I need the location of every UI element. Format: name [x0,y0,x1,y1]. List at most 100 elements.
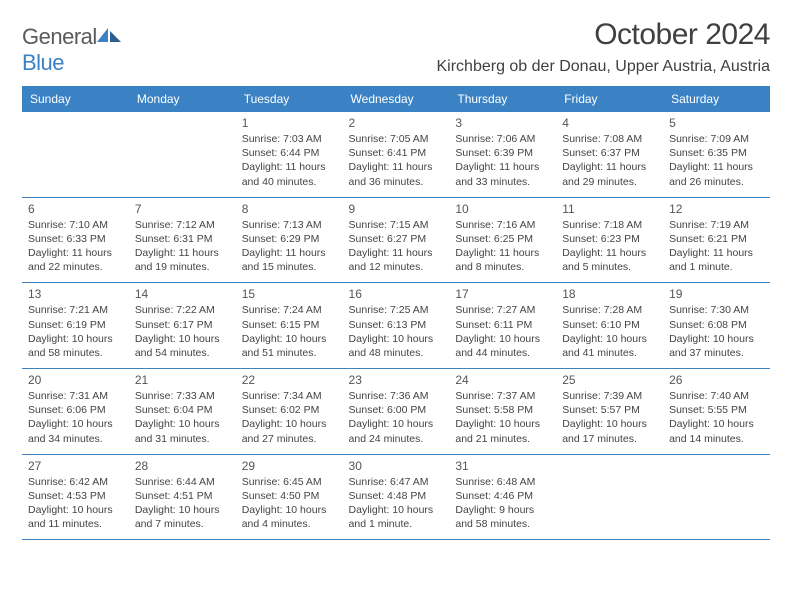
day-number: 6 [28,202,123,216]
day-info: Sunrise: 7:15 AMSunset: 6:27 PMDaylight:… [349,218,444,275]
day-cell: 13 Sunrise: 7:21 AMSunset: 6:19 PMDayligh… [22,283,129,369]
day-cell [556,454,663,540]
logo-word-2: Blue [22,50,64,75]
day-number: 19 [669,287,764,301]
day-number: 25 [562,373,657,387]
day-cell: 4 Sunrise: 7:08 AMSunset: 6:37 PMDaylight… [556,112,663,197]
day-number: 20 [28,373,123,387]
day-info: Sunrise: 7:25 AMSunset: 6:13 PMDaylight:… [349,303,444,360]
day-cell: 28 Sunrise: 6:44 AMSunset: 4:51 PMDayligh… [129,454,236,540]
day-number: 10 [455,202,550,216]
day-number: 27 [28,459,123,473]
day-cell: 16 Sunrise: 7:25 AMSunset: 6:13 PMDayligh… [343,283,450,369]
day-number: 8 [242,202,337,216]
day-info: Sunrise: 7:28 AMSunset: 6:10 PMDaylight:… [562,303,657,360]
day-info: Sunrise: 7:22 AMSunset: 6:17 PMDaylight:… [135,303,230,360]
day-info: Sunrise: 7:30 AMSunset: 6:08 PMDaylight:… [669,303,764,360]
title-block: October 2024 Kirchberg ob der Donau, Upp… [436,18,770,76]
day-info: Sunrise: 7:39 AMSunset: 5:57 PMDaylight:… [562,389,657,446]
day-info: Sunrise: 7:21 AMSunset: 6:19 PMDaylight:… [28,303,123,360]
day-cell [663,454,770,540]
day-info: Sunrise: 7:13 AMSunset: 6:29 PMDaylight:… [242,218,337,275]
week-row: 1Sunrise: 7:03 AMSunset: 6:44 PMDaylight… [22,112,770,197]
day-number: 28 [135,459,230,473]
day-cell: 25 Sunrise: 7:39 AMSunset: 5:57 PMDayligh… [556,369,663,455]
day-cell: 23 Sunrise: 7:36 AMSunset: 6:00 PMDayligh… [343,369,450,455]
day-cell: 8 Sunrise: 7:13 AMSunset: 6:29 PMDaylight… [236,197,343,283]
day-header: Tuesday [236,86,343,112]
day-info: Sunrise: 6:48 AMSunset: 4:46 PMDaylight:… [455,475,550,532]
day-number: 7 [135,202,230,216]
day-cell: 7 Sunrise: 7:12 AMSunset: 6:31 PMDaylight… [129,197,236,283]
day-number: 21 [135,373,230,387]
day-header: Sunday [22,86,129,112]
day-number: 29 [242,459,337,473]
day-cell: 24Sunrise: 7:37 AMSunset: 5:58 PMDayligh… [449,369,556,455]
day-number: 2 [349,116,444,130]
logo-text: GeneralBlue [22,24,123,76]
day-cell: 11Sunrise: 7:18 AMSunset: 6:23 PMDayligh… [556,197,663,283]
day-info: Sunrise: 7:10 AMSunset: 6:33 PMDaylight:… [28,218,123,275]
day-info: Sunrise: 6:42 AMSunset: 4:53 PMDaylight:… [28,475,123,532]
day-info: Sunrise: 7:36 AMSunset: 6:00 PMDaylight:… [349,389,444,446]
day-cell: 20 Sunrise: 7:31 AMSunset: 6:06 PMDayligh… [22,369,129,455]
week-row: 20 Sunrise: 7:31 AMSunset: 6:06 PMDayligh… [22,369,770,455]
day-cell: 21Sunrise: 7:33 AMSunset: 6:04 PMDayligh… [129,369,236,455]
day-cell: 19 Sunrise: 7:30 AMSunset: 6:08 PMDayligh… [663,283,770,369]
week-row: 27 Sunrise: 6:42 AMSunset: 4:53 PMDayligh… [22,454,770,540]
day-info: Sunrise: 6:47 AMSunset: 4:48 PMDaylight:… [349,475,444,532]
day-info: Sunrise: 7:08 AMSunset: 6:37 PMDaylight:… [562,132,657,189]
week-row: 13 Sunrise: 7:21 AMSunset: 6:19 PMDayligh… [22,283,770,369]
logo-sail-icon [97,24,123,49]
day-cell: 9 Sunrise: 7:15 AMSunset: 6:27 PMDaylight… [343,197,450,283]
day-number: 14 [135,287,230,301]
day-number: 17 [455,287,550,301]
logo-word-1: General [22,24,97,49]
day-info: Sunrise: 7:18 AMSunset: 6:23 PMDaylight:… [562,218,657,275]
day-number: 4 [562,116,657,130]
month-title: October 2024 [436,18,770,52]
day-info: Sunrise: 7:24 AMSunset: 6:15 PMDaylight:… [242,303,337,360]
day-cell: 3 Sunrise: 7:06 AMSunset: 6:39 PMDaylight… [449,112,556,197]
day-cell: 14 Sunrise: 7:22 AMSunset: 6:17 PMDayligh… [129,283,236,369]
day-number: 9 [349,202,444,216]
day-cell: 2Sunrise: 7:05 AMSunset: 6:41 PMDaylight… [343,112,450,197]
day-number: 13 [28,287,123,301]
day-number: 31 [455,459,550,473]
day-number: 3 [455,116,550,130]
day-number: 26 [669,373,764,387]
day-number: 22 [242,373,337,387]
day-number: 5 [669,116,764,130]
day-number: 15 [242,287,337,301]
day-cell [129,112,236,197]
day-cell [22,112,129,197]
day-info: Sunrise: 6:45 AMSunset: 4:50 PMDaylight:… [242,475,337,532]
day-info: Sunrise: 7:06 AMSunset: 6:39 PMDaylight:… [455,132,550,189]
day-cell: 26 Sunrise: 7:40 AMSunset: 5:55 PMDayligh… [663,369,770,455]
day-header-row: SundayMondayTuesdayWednesdayThursdayFrid… [22,86,770,112]
day-info: Sunrise: 7:12 AMSunset: 6:31 PMDaylight:… [135,218,230,275]
day-cell: 15 Sunrise: 7:24 AMSunset: 6:15 PMDayligh… [236,283,343,369]
day-number: 18 [562,287,657,301]
day-number: 23 [349,373,444,387]
day-number: 1 [242,116,337,130]
day-cell: 6 Sunrise: 7:10 AMSunset: 6:33 PMDaylight… [22,197,129,283]
day-header: Friday [556,86,663,112]
day-cell: 31 Sunrise: 6:48 AMSunset: 4:46 PMDayligh… [449,454,556,540]
day-info: Sunrise: 6:44 AMSunset: 4:51 PMDaylight:… [135,475,230,532]
day-number: 12 [669,202,764,216]
day-cell: 12Sunrise: 7:19 AMSunset: 6:21 PMDayligh… [663,197,770,283]
location-text: Kirchberg ob der Donau, Upper Austria, A… [436,58,770,76]
day-info: Sunrise: 7:34 AMSunset: 6:02 PMDaylight:… [242,389,337,446]
day-info: Sunrise: 7:31 AMSunset: 6:06 PMDaylight:… [28,389,123,446]
day-number: 16 [349,287,444,301]
day-info: Sunrise: 7:40 AMSunset: 5:55 PMDaylight:… [669,389,764,446]
day-info: Sunrise: 7:27 AMSunset: 6:11 PMDaylight:… [455,303,550,360]
day-header: Monday [129,86,236,112]
day-cell: 29 Sunrise: 6:45 AMSunset: 4:50 PMDayligh… [236,454,343,540]
calendar-table: SundayMondayTuesdayWednesdayThursdayFrid… [22,86,770,540]
day-info: Sunrise: 7:16 AMSunset: 6:25 PMDaylight:… [455,218,550,275]
day-number: 30 [349,459,444,473]
day-info: Sunrise: 7:09 AMSunset: 6:35 PMDaylight:… [669,132,764,189]
day-cell: 27 Sunrise: 6:42 AMSunset: 4:53 PMDayligh… [22,454,129,540]
